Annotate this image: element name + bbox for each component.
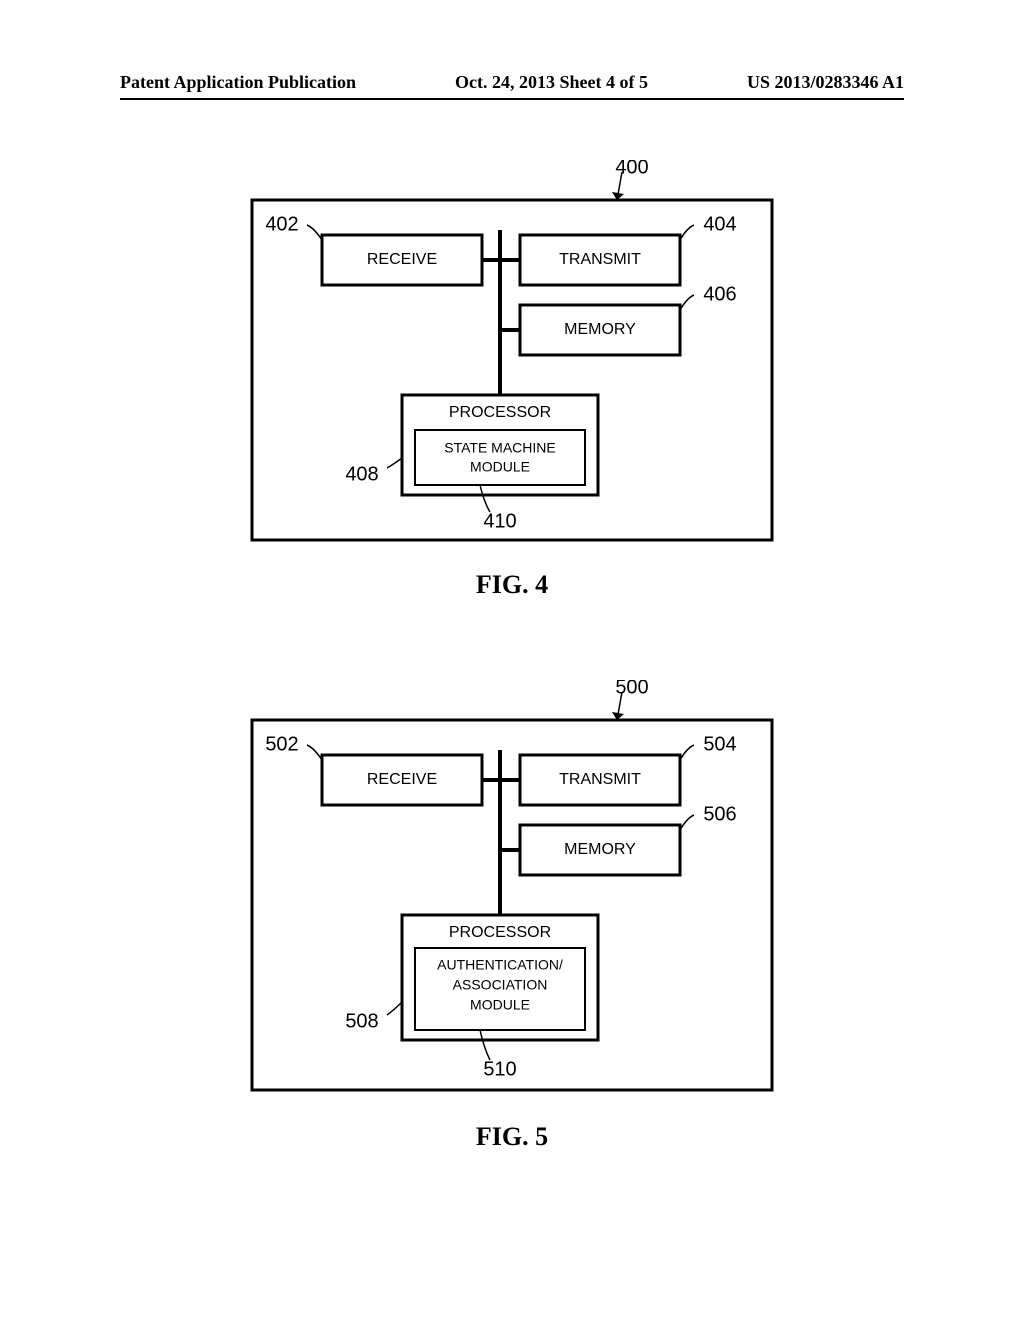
fig5-module-line2: ASSOCIATION xyxy=(453,977,548,993)
fig5-transmit-block: TRANSMIT xyxy=(520,755,680,805)
fig4-processor-block: PROCESSOR STATE MACHINE MODULE xyxy=(402,395,598,495)
fig4-caption: FIG. 4 xyxy=(0,570,1024,600)
fig5-memory-leader xyxy=(680,815,694,830)
fig4-transmit-leader xyxy=(680,225,694,240)
fig4-outer-ref: 400 xyxy=(615,160,648,178)
fig4-processor-label: PROCESSOR xyxy=(449,404,551,421)
fig5-processor-leader xyxy=(387,1002,402,1015)
fig4-transmit-label: TRANSMIT xyxy=(559,251,641,268)
fig4-receive-ref: 402 xyxy=(265,213,298,235)
fig4-memory-block: MEMORY xyxy=(520,305,680,355)
fig4-receive-block: RECEIVE xyxy=(322,235,482,285)
fig5-receive-block: RECEIVE xyxy=(322,755,482,805)
fig4-transmit-ref: 404 xyxy=(703,213,736,235)
fig4-transmit-block: TRANSMIT xyxy=(520,235,680,285)
fig4-memory-ref: 406 xyxy=(703,283,736,305)
header-rule xyxy=(120,98,904,100)
header-right: US 2013/0283346 A1 xyxy=(747,72,904,93)
fig4-receive-leader xyxy=(307,225,322,240)
figure-5-svg: 500 RECEIVE 502 TRANSMIT 504 xyxy=(0,680,1024,1130)
fig5-transmit-label: TRANSMIT xyxy=(559,771,641,788)
fig4-module-line2: MODULE xyxy=(470,459,530,475)
fig5-transmit-ref: 504 xyxy=(703,733,736,755)
fig4-processor-leader xyxy=(387,458,402,468)
fig5-module-line1: AUTHENTICATION/ xyxy=(437,957,563,973)
header-center: Oct. 24, 2013 Sheet 4 of 5 xyxy=(455,72,648,93)
fig4-module-line1: STATE MACHINE xyxy=(444,440,556,456)
fig5-outer-ref: 500 xyxy=(615,680,648,698)
figure-5-area: 500 RECEIVE 502 TRANSMIT 504 xyxy=(0,680,1024,1130)
figure-4-svg: 400 RECEIVE 402 TRANSMIT xyxy=(0,160,1024,590)
page-header: Patent Application Publication Oct. 24, … xyxy=(0,72,1024,93)
fig4-processor-ref: 408 xyxy=(345,463,378,485)
fig5-processor-block: PROCESSOR AUTHENTICATION/ ASSOCIATION MO… xyxy=(402,915,598,1040)
fig4-memory-leader xyxy=(680,295,694,310)
fig5-processor-ref: 508 xyxy=(345,1010,378,1032)
figure-4-area: 400 RECEIVE 402 TRANSMIT xyxy=(0,160,1024,590)
fig5-caption: FIG. 5 xyxy=(0,1122,1024,1152)
fig5-module-line3: MODULE xyxy=(470,997,530,1013)
fig5-memory-label: MEMORY xyxy=(564,841,636,858)
fig5-memory-block: MEMORY xyxy=(520,825,680,875)
fig5-receive-ref: 502 xyxy=(265,733,298,755)
fig5-memory-ref: 506 xyxy=(703,803,736,825)
fig4-receive-label: RECEIVE xyxy=(367,251,437,268)
header-left: Patent Application Publication xyxy=(120,72,356,93)
fig5-receive-leader xyxy=(307,745,322,760)
fig5-module-ref: 510 xyxy=(483,1058,516,1080)
fig5-receive-label: RECEIVE xyxy=(367,771,437,788)
fig5-transmit-leader xyxy=(680,745,694,760)
fig4-memory-label: MEMORY xyxy=(564,321,636,338)
fig4-module-ref: 410 xyxy=(483,510,516,532)
fig5-processor-label: PROCESSOR xyxy=(449,924,551,941)
